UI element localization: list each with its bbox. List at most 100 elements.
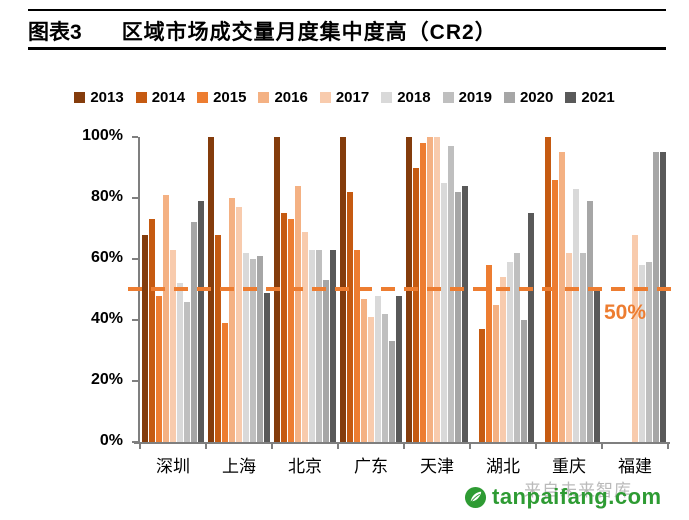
legend-item-2021: 2021 <box>565 89 615 106</box>
bar-2020 <box>587 201 593 442</box>
legend-label-2019: 2019 <box>458 89 492 106</box>
leaf-logo-icon <box>464 486 487 508</box>
y-tick <box>132 258 138 260</box>
x-category-label: 深圳 <box>156 457 190 476</box>
legend-item-2015: 2015 <box>197 89 246 106</box>
bar-2014 <box>281 213 287 442</box>
bar-2020 <box>257 255 263 442</box>
bar-group-深圳 <box>140 137 206 442</box>
bar-2014 <box>347 191 353 442</box>
legend-swatch-2016 <box>258 92 270 103</box>
bar-2015 <box>486 265 492 442</box>
bar-group-福建 <box>602 137 668 442</box>
bar-2018 <box>507 262 513 442</box>
bar-2016 <box>361 298 367 442</box>
x-tick <box>205 444 207 449</box>
legend-label-2020: 2020 <box>519 89 554 106</box>
bar-2017 <box>566 252 572 442</box>
bar-group-湖北 <box>470 137 536 442</box>
bar-2017 <box>170 249 176 442</box>
bar-2020 <box>653 152 659 442</box>
bar-2019 <box>514 252 520 442</box>
bar-2019 <box>316 249 322 442</box>
bar-2018 <box>177 283 183 442</box>
bar-2018 <box>573 188 579 442</box>
bar-2014 <box>149 219 155 442</box>
legend-label-2014: 2014 <box>151 89 186 106</box>
x-category-label: 福建 <box>618 457 652 476</box>
x-category-label: 北京 <box>288 457 322 476</box>
bar-2021 <box>396 295 402 442</box>
y-tick-label: 40% <box>90 310 123 327</box>
x-category-label: 湖北 <box>486 457 520 476</box>
bar-2019 <box>184 301 190 442</box>
plot-area: 50% <box>128 137 680 442</box>
bar-2014 <box>215 234 221 442</box>
x-tick <box>667 444 669 449</box>
x-tick <box>535 444 537 449</box>
legend-swatch-2018 <box>381 92 393 103</box>
legend-swatch-2017 <box>319 92 331 103</box>
x-tick <box>271 444 273 449</box>
x-tick <box>139 444 141 449</box>
x-category-label: 天津 <box>420 457 454 476</box>
reference-line-label: 50% <box>604 301 647 324</box>
bar-2021 <box>264 292 270 442</box>
bar-2020 <box>323 280 329 442</box>
bar-2015 <box>288 219 294 442</box>
y-tick-label: 0% <box>99 432 123 449</box>
y-tick-label: 60% <box>90 249 123 266</box>
legend-item-2017: 2017 <box>319 89 369 106</box>
bar-2016 <box>163 194 169 442</box>
bar-2019 <box>250 259 256 442</box>
bar-2020 <box>521 320 527 442</box>
bar-2015 <box>222 323 228 442</box>
bar-2021 <box>660 152 666 442</box>
legend-item-2018: 2018 <box>381 89 431 106</box>
legend-swatch-2019 <box>442 92 454 103</box>
y-tick-label: 100% <box>82 127 123 144</box>
bar-2016 <box>229 198 235 442</box>
bar-2021 <box>198 201 204 442</box>
x-tick <box>337 444 339 449</box>
y-tick <box>132 197 138 199</box>
bar-2015 <box>420 143 426 442</box>
faint-watermark-text: 来自未来智库 <box>524 481 632 500</box>
bar-2018 <box>375 295 381 442</box>
legend-swatch-2013 <box>74 92 86 103</box>
site-watermark-text: tanpaifang.com <box>492 484 662 509</box>
bar-2015 <box>552 179 558 442</box>
bar-2021 <box>462 185 468 442</box>
chart-legend: 2013 2014 2015 2016 2017 2018 2019 2020 2021 <box>0 89 689 106</box>
site-watermark: tanpaifang.com <box>464 484 662 510</box>
legend-label-2013: 2013 <box>90 89 124 106</box>
header-top-rule <box>28 9 666 11</box>
bar-2021 <box>528 213 534 442</box>
legend-swatch-2014 <box>135 92 147 103</box>
legend-swatch-2021 <box>565 92 577 103</box>
bar-2017 <box>500 277 506 442</box>
bar-2017 <box>632 234 638 442</box>
bar-2019 <box>382 313 388 442</box>
x-category-label: 广东 <box>354 457 388 476</box>
bar-2018 <box>639 265 645 442</box>
x-axis-line <box>134 442 670 444</box>
bar-2018 <box>243 252 249 442</box>
bar-2019 <box>580 252 586 442</box>
chart-title: 区域市场成交量月度集中度高（CR2） <box>121 21 497 44</box>
legend-item-2016: 2016 <box>258 89 308 106</box>
y-tick-label: 20% <box>90 371 123 388</box>
legend-item-2014: 2014 <box>135 89 186 106</box>
bar-2020 <box>389 341 395 442</box>
y-tick <box>132 319 138 321</box>
bar-2014 <box>413 167 419 442</box>
bar-2019 <box>646 262 652 442</box>
bar-2017 <box>368 316 374 442</box>
reference-line-50pct <box>128 287 680 291</box>
legend-label-2016: 2016 <box>274 89 308 106</box>
y-tick-label: 80% <box>90 188 123 205</box>
bar-2018 <box>309 249 315 442</box>
chart-number-label: 图表3 <box>28 21 82 44</box>
header-bottom-rule <box>28 47 666 50</box>
